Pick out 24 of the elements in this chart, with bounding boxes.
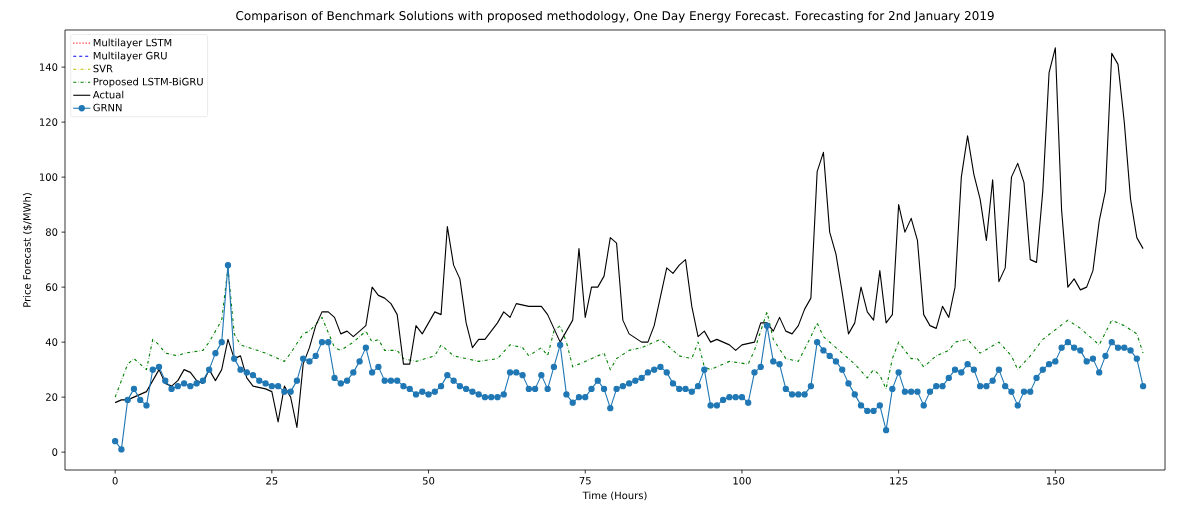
chart-title: Comparison of Benchmark Solutions with proposed methodology, One Day Energy Forecast. Forecasting for 2nd January 2019 [236, 10, 994, 23]
legend-label: Multilayer LSTM [93, 38, 172, 49]
y-tick-label: 20 [45, 393, 58, 401]
x-tick-label: 125 [890, 477, 908, 485]
x-tick-label: 50 [422, 477, 435, 485]
x-axis-title: Time (Hours) [582, 491, 647, 501]
x-tick-label: 75 [579, 477, 591, 485]
y-tick-label: 60 [45, 283, 58, 291]
y-tick-label: 0 [52, 448, 58, 456]
x-tick-label: 100 [733, 477, 751, 485]
y-tick-label: 120 [39, 118, 58, 126]
y-tick-label: 140 [39, 63, 58, 71]
legend-label: Multilayer GRU [93, 51, 167, 62]
x-tick-label: 25 [266, 477, 278, 485]
y-tick-label: 100 [39, 173, 58, 181]
legend-label: GRNN [93, 103, 122, 112]
y-tick-label: 80 [45, 228, 58, 236]
x-tick-label: 150 [1046, 477, 1065, 485]
legend-label: Proposed LSTM-BiGRU [93, 77, 203, 88]
legend-label: SVR [93, 64, 113, 73]
legend-label: Actual [92, 90, 124, 99]
x-tick-label: 0 [112, 477, 118, 485]
y-axis-title: Price Forecast ($/MWh) [22, 193, 33, 307]
y-tick-label: 40 [45, 338, 58, 346]
